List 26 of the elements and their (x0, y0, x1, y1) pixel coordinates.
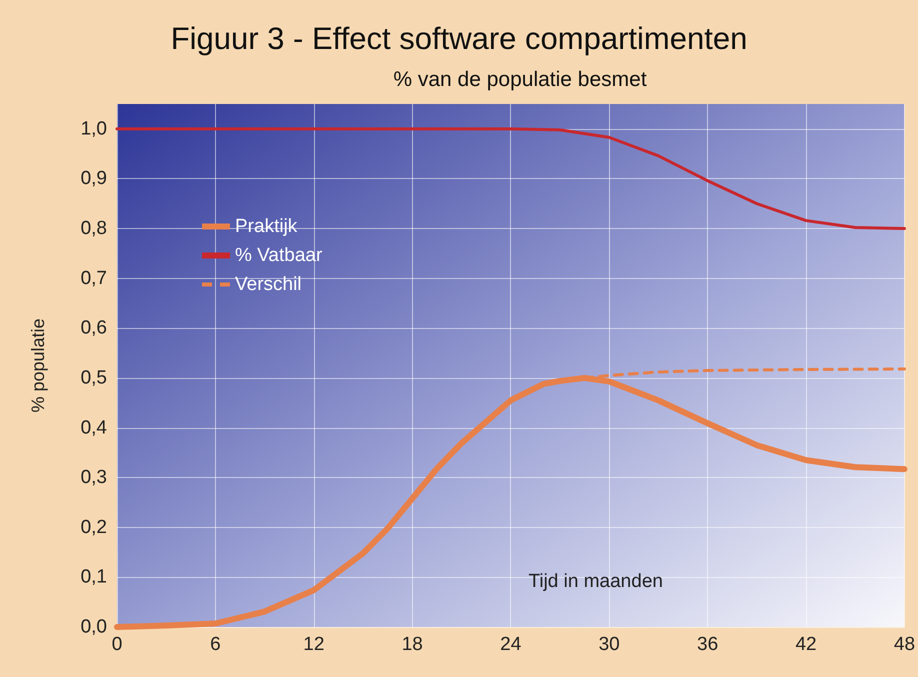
y-tick-label: 0,0 (80, 616, 107, 638)
y-tick-label: 0,6 (80, 318, 107, 339)
x-tick-label: 48 (894, 634, 916, 655)
legend-label: Praktijk (235, 216, 298, 237)
x-tick-label: 12 (303, 634, 324, 655)
y-tick-label: 0,4 (80, 417, 108, 438)
x-axis-title: Tijd in maanden (528, 571, 663, 592)
y-tick-label: 0,8 (80, 218, 107, 240)
x-tick-label: 18 (402, 634, 423, 655)
legend-label: Verschil (235, 274, 302, 295)
y-tick-label: 0,2 (80, 516, 107, 538)
y-tick-label: 0,1 (80, 566, 107, 588)
x-tick-label: 42 (795, 634, 817, 655)
chart-subtitle: % van de populatie besmet (393, 68, 647, 91)
x-tick-label: 0 (112, 634, 122, 655)
y-tick-label: 0,5 (80, 367, 107, 388)
y-tick-label: 1,0 (80, 118, 107, 140)
y-tick-label: 0,9 (80, 168, 107, 190)
x-tick-label: 36 (697, 634, 718, 655)
x-tick-label: 24 (500, 634, 522, 655)
y-tick-label: 0,7 (80, 268, 107, 289)
x-tick-label: 6 (210, 634, 221, 655)
chart-title: Figuur 3 - Effect software compartimenten (170, 21, 748, 56)
y-tick-label: 0,3 (80, 467, 107, 488)
y-axis-title: % populatie (28, 318, 48, 413)
x-tick-label: 30 (598, 634, 620, 655)
